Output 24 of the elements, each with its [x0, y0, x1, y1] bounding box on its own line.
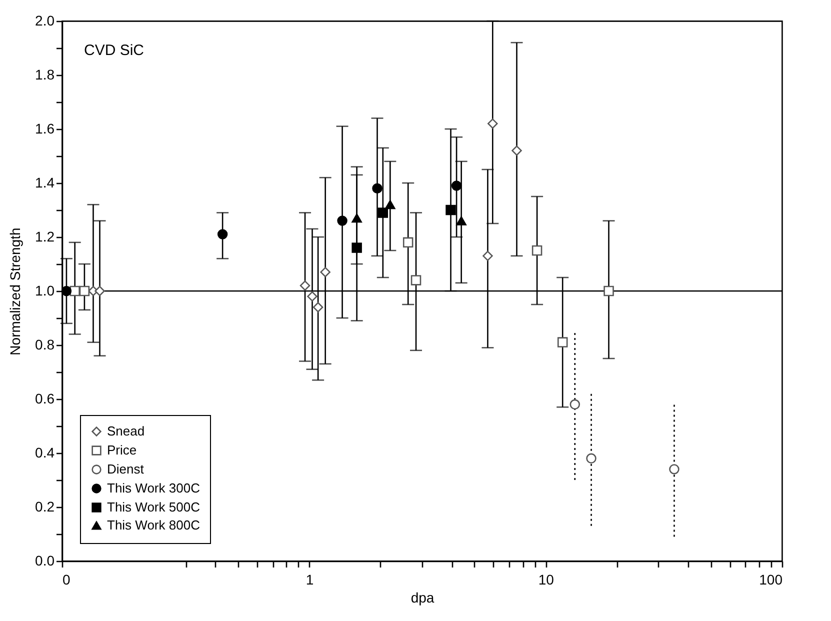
y-tick-label: 0.4 — [35, 444, 55, 460]
y-tick-label: 1.4 — [35, 174, 55, 190]
y-tick-label: 0.0 — [35, 552, 55, 568]
x-tick-label: 0 — [62, 572, 70, 588]
x-tick-label: 100 — [759, 572, 783, 588]
y-tick-label: 1.2 — [35, 228, 55, 244]
annotation: CVD SiC — [84, 42, 144, 59]
y-tick-label: 2.0 — [35, 12, 55, 28]
y-tick-label: 0.6 — [35, 390, 55, 406]
legend-label: Dienst — [107, 462, 144, 476]
y-axis-title: Normalized Strength — [7, 228, 24, 356]
x-tick-label: 1 — [306, 572, 314, 588]
legend-label: This Work 500C — [107, 500, 200, 514]
legend-label: Snead — [107, 424, 145, 438]
legend-label: Price — [107, 442, 137, 458]
y-tick-label: 0.2 — [35, 498, 55, 514]
legend-label: This Work 800C — [107, 518, 200, 532]
legend-label: This Work 300C — [107, 480, 200, 496]
x-tick-label: 10 — [538, 572, 554, 588]
y-tick-label: 0.8 — [35, 336, 55, 352]
x-axis-title: dpa — [410, 590, 434, 606]
y-tick-label: 1.8 — [35, 66, 55, 82]
y-tick-label: 1.6 — [35, 120, 55, 136]
y-tick-label: 1.0 — [35, 282, 55, 298]
